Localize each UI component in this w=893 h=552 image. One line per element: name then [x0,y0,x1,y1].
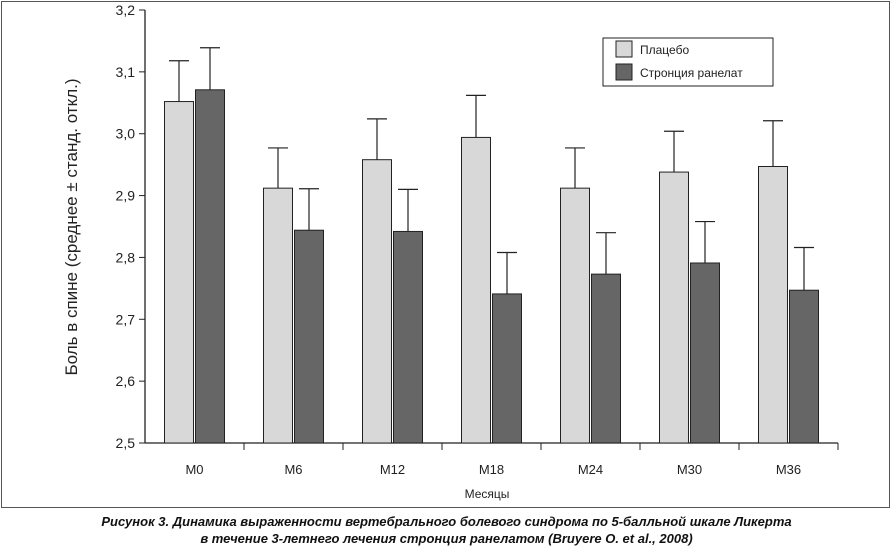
bar-strontium-M36 [789,289,819,444]
y-tick-labels: 2,5 2,6 2,7 2,8 2,9 3,0 3,1 3,2 [116,2,136,451]
bar-placebo-M0 [164,101,194,444]
bar-placebo-M18 [461,136,491,444]
x-tick-label: M0 [185,462,203,477]
x-tick-label: M36 [776,462,801,477]
x-tick-labels: M0 M6 M12 M18 M24 M30 M36 [185,462,801,477]
caption-line-2: в течение 3-летнего лечения стронция ран… [200,531,693,546]
caption-line-1: Рисунок 3. Динамика выраженности вертебр… [101,514,792,529]
bar-strontium-M24 [591,273,621,444]
x-tick-label: M12 [380,462,405,477]
x-axis-label: Месяцы [465,487,510,501]
x-tick-label: M24 [578,462,603,477]
bar-placebo-M30 [659,171,689,444]
bar-chart: 2,5 2,6 2,7 2,8 2,9 3,0 3,1 3,2 M0 M6 M12 M18 M24 M3… [62,2,839,501]
bar-placebo-M24 [560,187,590,444]
legend-swatch-placebo [615,40,633,58]
legend-label-placebo: Плацебо [640,43,689,57]
error-bars [169,47,814,294]
x-tick-label: M30 [677,462,702,477]
bar-strontium-M12 [393,230,423,444]
y-tick-label: 3,0 [116,126,136,142]
y-tick-label: 3,1 [116,64,136,80]
bar-strontium-M30 [690,262,720,444]
y-tick-label: 2,5 [116,435,136,451]
y-tick-label: 2,7 [116,311,136,327]
y-tick-label: 3,2 [116,2,136,18]
bar-strontium-M6 [294,229,324,444]
bar-strontium-M18 [492,293,522,444]
figure-caption: Рисунок 3. Динамика выраженности вертебр… [0,513,893,547]
bar-strontium-M0 [195,89,225,444]
y-tick-label: 2,6 [116,373,136,389]
y-tick-label: 2,9 [116,188,136,204]
bar-placebo-M6 [263,187,293,444]
legend: Плацебо Стронция ранелат [602,37,774,87]
bar-placebo-M36 [758,165,788,444]
legend-swatch-strontium [615,63,633,81]
axes [139,9,839,450]
y-tick-label: 2,8 [116,249,136,265]
x-tick-label: M18 [479,462,504,477]
legend-label-strontium: Стронция ранелат [640,66,743,80]
bars [164,89,819,444]
bar-placebo-M12 [362,159,392,444]
x-tick-label: M6 [284,462,302,477]
y-axis-label: Боль в спине (среднее ± станд. откл.) [62,78,81,375]
